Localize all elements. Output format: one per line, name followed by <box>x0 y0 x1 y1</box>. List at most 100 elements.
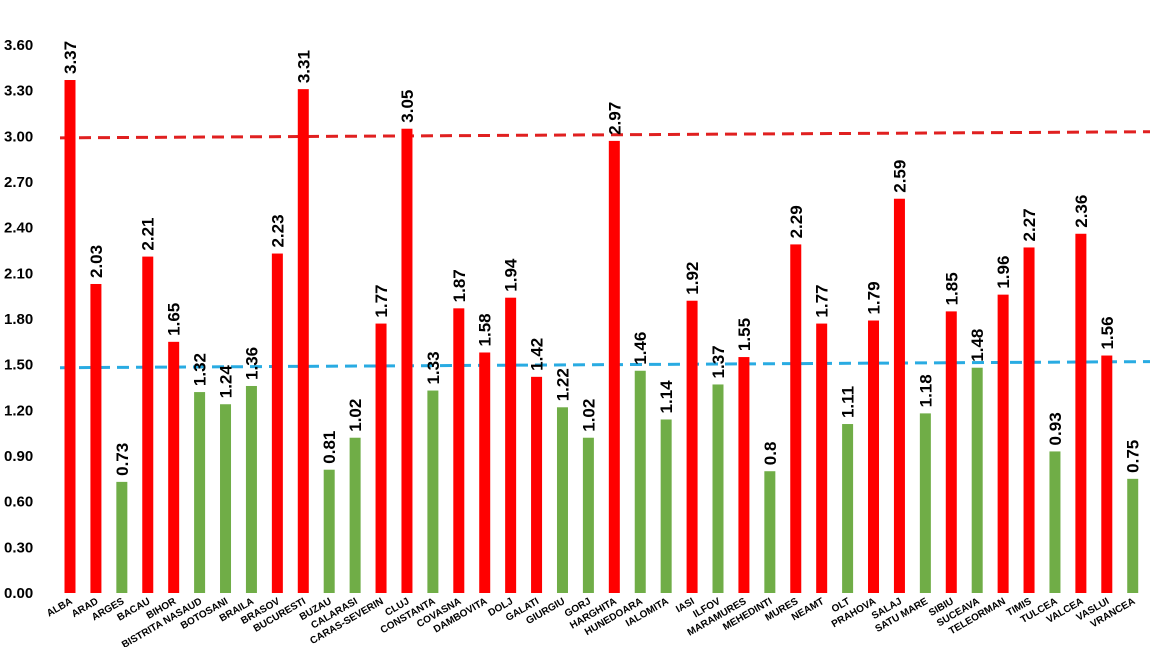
bar <box>582 437 594 593</box>
bar <box>1049 451 1061 593</box>
data-label: 1.94 <box>502 258 521 292</box>
reference-lines <box>59 130 1150 370</box>
data-label: 1.85 <box>942 272 961 305</box>
bars <box>64 80 1139 594</box>
bar <box>375 323 387 593</box>
bar <box>220 404 232 593</box>
bar <box>531 376 543 593</box>
data-label: 1.11 <box>839 386 858 418</box>
data-label: 1.02 <box>579 399 598 432</box>
data-label: 1.33 <box>424 351 443 384</box>
y-axis: 0.00 0.30 0.60 0.90 1.20 1.50 1.80 2.10 2.40 2.70… <box>4 37 33 602</box>
data-label: 1.79 <box>865 281 884 314</box>
data-label: 1.02 <box>346 399 365 432</box>
data-label: 1.18 <box>916 374 935 407</box>
bar <box>868 320 880 593</box>
bar <box>271 253 283 594</box>
bar <box>142 256 154 593</box>
y-tick-label: 3.30 <box>4 83 33 100</box>
y-tick-label: 2.10 <box>4 265 33 282</box>
bar <box>1075 233 1087 593</box>
data-labels: 3.37 2.03 0.73 2.21 1.65 1.32 1.24 1.36 2.23 3.31… <box>61 41 1143 476</box>
data-label: 1.48 <box>968 329 987 362</box>
data-label: 0.75 <box>1124 440 1143 473</box>
bar <box>1023 247 1035 593</box>
data-label: 1.56 <box>1098 316 1117 349</box>
bar <box>790 244 802 593</box>
bar <box>997 294 1009 593</box>
bar <box>64 80 76 593</box>
bar <box>945 311 957 593</box>
bar <box>401 128 413 593</box>
bar <box>427 390 439 593</box>
data-label: 2.27 <box>1020 208 1039 241</box>
data-label: 1.87 <box>450 269 469 302</box>
bar <box>660 419 672 593</box>
data-label: 2.97 <box>605 102 624 135</box>
y-tick-label: 0.90 <box>4 448 33 465</box>
bar <box>194 392 206 593</box>
y-tick-label: 2.40 <box>4 220 33 237</box>
bar <box>505 297 517 593</box>
data-label: 0.81 <box>320 431 339 464</box>
bar <box>816 323 828 593</box>
data-label: 2.21 <box>139 217 158 250</box>
bar <box>479 352 491 593</box>
data-label: 1.42 <box>528 338 547 371</box>
bar <box>90 283 102 593</box>
data-label: 1.32 <box>191 353 210 386</box>
data-label: 0.93 <box>1046 412 1065 445</box>
data-label: 1.92 <box>683 262 702 295</box>
data-label: 1.46 <box>631 332 650 365</box>
bar <box>116 481 128 593</box>
data-label: 1.36 <box>242 347 261 380</box>
y-tick-label: 3.60 <box>4 37 33 54</box>
data-label: 1.77 <box>372 284 391 317</box>
data-label: 1.77 <box>813 284 832 317</box>
y-tick-label: 0.60 <box>4 494 33 511</box>
y-tick-label: 1.20 <box>4 402 33 419</box>
bar <box>1101 355 1113 593</box>
data-label: 1.24 <box>217 365 236 399</box>
bar <box>842 424 854 593</box>
data-label: 2.59 <box>890 160 909 193</box>
bar <box>349 437 361 593</box>
bar <box>686 300 698 593</box>
y-tick-label: 1.80 <box>4 311 33 328</box>
data-label: 2.23 <box>268 214 287 247</box>
data-label: 0.8 <box>761 442 780 466</box>
bar <box>556 407 568 593</box>
bar <box>245 385 257 593</box>
data-label: 1.14 <box>657 380 676 414</box>
bar <box>323 469 335 593</box>
data-label: 3.37 <box>61 41 80 74</box>
bar <box>738 357 750 593</box>
y-tick-label: 0.00 <box>4 585 33 602</box>
data-label: 2.36 <box>1072 195 1091 228</box>
bar <box>893 198 905 594</box>
data-label: 0.73 <box>113 443 132 476</box>
data-label: 2.03 <box>87 245 106 278</box>
bar <box>634 370 646 593</box>
y-tick-label: 1.50 <box>4 357 33 374</box>
bar <box>168 341 180 593</box>
bar <box>297 89 309 593</box>
data-label: 1.55 <box>735 318 754 351</box>
data-label: 2.29 <box>787 205 806 238</box>
bar <box>608 140 620 593</box>
reference-line <box>59 360 1150 370</box>
bar <box>712 384 724 593</box>
y-tick-label: 2.70 <box>4 174 33 191</box>
data-label: 1.96 <box>994 256 1013 289</box>
bar <box>764 471 776 593</box>
bar <box>971 367 983 593</box>
data-label: 3.31 <box>294 50 313 83</box>
bar <box>1127 478 1139 593</box>
data-label: 1.65 <box>165 303 184 336</box>
y-tick-label: 3.00 <box>4 128 33 145</box>
reference-line <box>59 130 1150 140</box>
data-label: 3.05 <box>398 90 417 123</box>
